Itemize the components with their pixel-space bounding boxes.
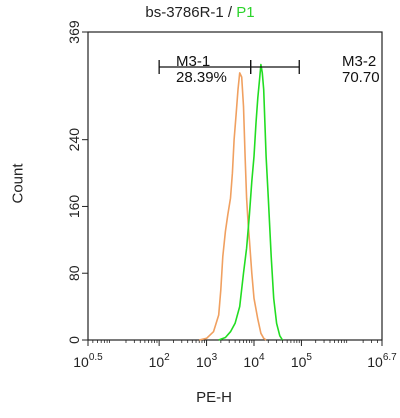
gate-m3-2-name: M3-2: [342, 53, 377, 70]
y-tick-label: 0: [66, 336, 82, 344]
gate-m3-2-label: M3-2 70.70: [342, 54, 380, 86]
title-accent: P1: [236, 4, 255, 21]
series-2-line: [218, 63, 284, 341]
plot-frame: [87, 31, 383, 341]
series-1-line: [199, 72, 267, 341]
y-axis-label: Count: [9, 163, 27, 204]
chart-title: bs-3786R-1 / P1: [0, 4, 400, 21]
x-tick-label: 104: [243, 352, 265, 370]
x-tick-label: 105: [291, 352, 313, 370]
y-tick-label: 369: [66, 20, 82, 44]
title-main: bs-3786R-1 /: [145, 4, 237, 21]
x-tick-label: 102: [149, 352, 171, 370]
x-tick-label: 100.5: [73, 352, 103, 370]
gate-m3-1-name: M3-1: [176, 53, 211, 70]
gate-m3-1-percent: 28.39%: [176, 69, 227, 86]
x-axis-label: PE-H: [196, 389, 232, 406]
gate-m3-2-percent: 70.70: [342, 69, 380, 86]
y-tick-label: 80: [66, 265, 82, 281]
x-tick-label: 106.7: [367, 352, 397, 370]
x-tick-label: 103: [196, 352, 218, 370]
y-tick-label: 160: [66, 195, 82, 219]
y-tick-label: 240: [66, 128, 82, 152]
gate-m3-1-label: M3-1 28.39%: [176, 54, 227, 86]
